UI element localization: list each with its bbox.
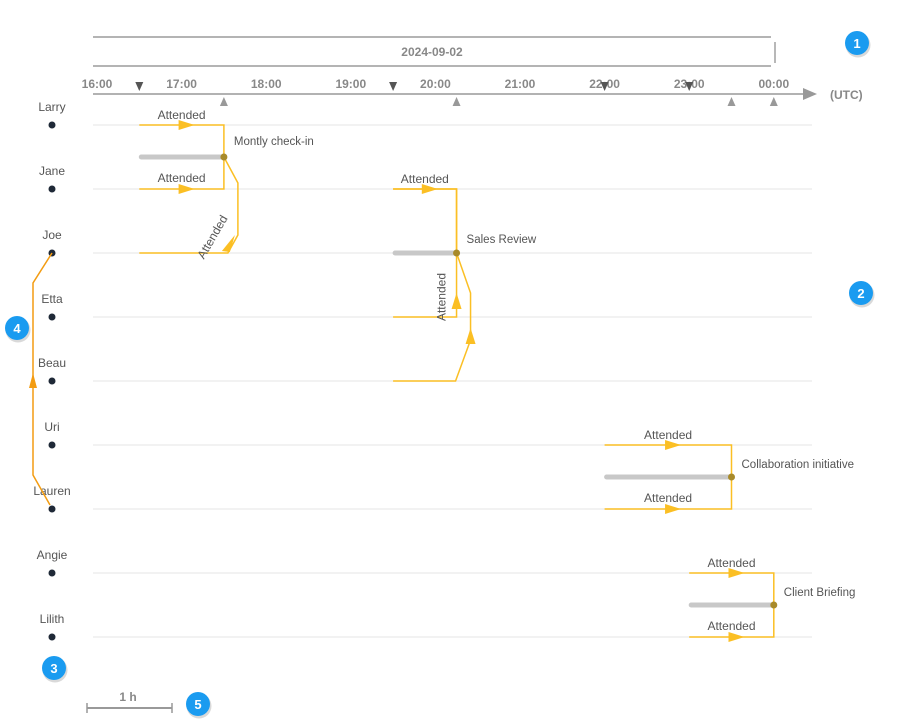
arrow-icon: [728, 632, 745, 642]
arrow-icon: [221, 235, 235, 252]
arrow-icon: [728, 568, 745, 578]
axis-arrow-icon: [803, 88, 817, 100]
attended-label: Attended: [194, 213, 230, 262]
svg-text:3: 3: [50, 661, 57, 676]
timezone-label: (UTC): [830, 88, 863, 102]
person-row-beau: Beau: [38, 356, 812, 385]
person-name: Lauren: [33, 484, 70, 498]
event-dot: [728, 473, 735, 481]
scale-label: 1 h: [119, 690, 136, 704]
callout-badge-1: 1: [845, 31, 871, 58]
callout-badge-3: 3: [42, 656, 68, 683]
time-tick: 00:00: [758, 77, 789, 91]
attended-label: Attended: [158, 108, 206, 122]
time-tick: 18:00: [251, 77, 282, 91]
end-marker-icon: [769, 97, 778, 106]
attended-label: Attended: [435, 273, 449, 321]
arrow-up-icon: [29, 373, 37, 388]
date-band: 2024-09-02: [93, 36, 776, 67]
attendance-path: [139, 157, 225, 190]
attendance-path: [689, 605, 775, 638]
person-name: Uri: [44, 420, 59, 434]
person-row-etta: Etta: [41, 292, 812, 321]
person-name: Lilith: [40, 612, 65, 626]
svg-text:4: 4: [13, 321, 21, 336]
attended-label: Attended: [644, 428, 692, 442]
arrow-icon: [665, 440, 682, 450]
start-marker-icon: [389, 82, 398, 91]
attended-label: Attended: [707, 556, 755, 570]
svg-text:2: 2: [857, 286, 864, 301]
start-marker-icon: [600, 82, 609, 91]
svg-text:5: 5: [194, 697, 201, 712]
person-dot[interactable]: [48, 313, 56, 321]
event-sales-review[interactable]: Attended Attended Sales Review: [392, 172, 537, 382]
event-title: Montly check-in: [234, 136, 314, 148]
person-name: Etta: [41, 292, 63, 306]
person-name: Beau: [38, 356, 66, 370]
time-tick: 21:00: [505, 77, 536, 91]
person-dot[interactable]: [48, 633, 56, 641]
arrow-icon: [178, 120, 195, 130]
person-name: Joe: [42, 228, 62, 242]
arrow-icon: [451, 293, 462, 309]
person-row-lauren: Lauren: [33, 484, 812, 513]
person-row-uri: Uri: [44, 420, 812, 449]
time-tick: 17:00: [166, 77, 197, 91]
event-dot: [453, 249, 461, 257]
attended-label: Attended: [401, 172, 449, 186]
event-title: Sales Review: [467, 234, 537, 246]
attendance-path: [604, 444, 733, 477]
end-marker-icon: [219, 97, 228, 106]
event-dot: [770, 601, 778, 609]
callout-badge-4: 4: [5, 316, 31, 343]
end-marker-icon: [727, 97, 736, 106]
event-title: Client Briefing: [784, 587, 856, 599]
event-montly-check-in[interactable]: Attended Attended Attended Montly check-in: [138, 108, 314, 262]
person-row-lilith: Lilith: [40, 612, 812, 641]
time-axis: (UTC) 16:0017:0018:0019:0020:0021:0022:0…: [82, 77, 863, 106]
svg-text:1: 1: [853, 36, 860, 51]
person-dot[interactable]: [48, 569, 56, 577]
person-dot[interactable]: [48, 441, 56, 449]
person-name: Angie: [37, 548, 68, 562]
person-dot[interactable]: [48, 121, 56, 129]
start-marker-icon: [135, 82, 144, 91]
attendance-path: [139, 124, 225, 157]
attendance-path: [139, 156, 239, 254]
attendance-path: [393, 188, 458, 253]
person-dot[interactable]: [48, 185, 56, 193]
attended-label: Attended: [158, 171, 206, 185]
attendance-path: [604, 477, 733, 510]
time-tick: 19:00: [335, 77, 366, 91]
person-row-angie: Angie: [37, 548, 812, 577]
start-marker-icon: [685, 82, 694, 91]
arrow-icon: [178, 184, 195, 194]
event-collaboration-initiative[interactable]: Attended Attended Collaboration initiative: [604, 428, 855, 514]
attendance-path: [393, 253, 458, 318]
scale-bar: 1 h: [86, 690, 173, 713]
attended-label: Attended: [707, 619, 755, 633]
person-name: Larry: [38, 100, 65, 114]
event-title: Collaboration initiative: [742, 459, 855, 471]
person-dot[interactable]: [48, 377, 56, 385]
person-name: Jane: [39, 164, 65, 178]
date-label: 2024-09-02: [401, 45, 463, 59]
link-joe-lauren: [29, 252, 53, 506]
arrow-icon: [665, 504, 682, 514]
event-client-briefing[interactable]: Attended Attended Client Briefing: [688, 556, 856, 642]
callout-badge-5: 5: [186, 692, 212, 719]
attendance-path: [689, 572, 775, 605]
callout-badge-2: 2: [849, 281, 875, 308]
time-tick: 16:00: [82, 77, 113, 91]
arrow-icon: [465, 328, 476, 344]
time-tick: 20:00: [420, 77, 451, 91]
event-dot: [220, 153, 228, 161]
attended-label: Attended: [644, 491, 692, 505]
person-row-larry: Larry: [38, 100, 812, 129]
person-dot[interactable]: [48, 505, 56, 513]
end-marker-icon: [452, 97, 461, 106]
